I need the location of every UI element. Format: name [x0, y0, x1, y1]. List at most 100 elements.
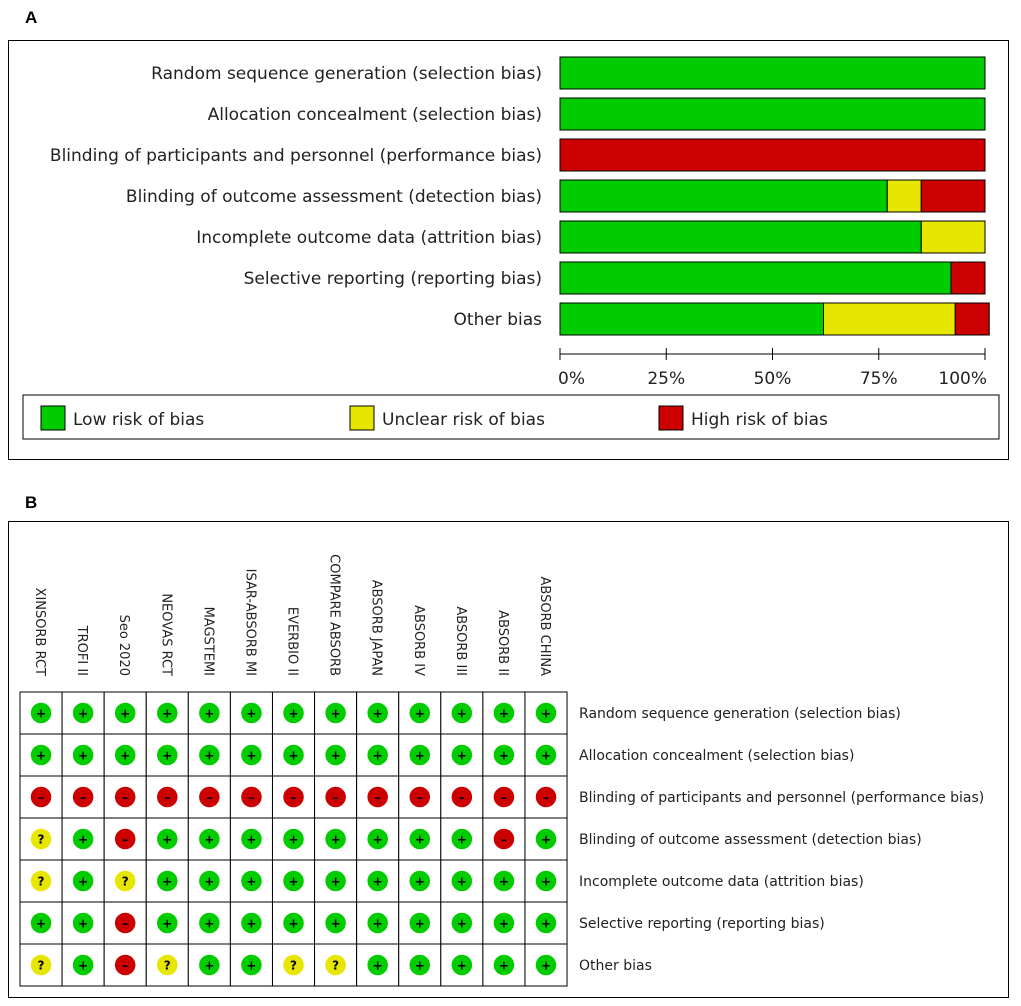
judgement-symbol: +: [246, 875, 256, 889]
judgement-symbol: +: [415, 875, 425, 889]
judgement-symbol: +: [162, 707, 172, 721]
judgement-circle: [408, 953, 432, 977]
category-label: Incomplete outcome data (attrition bias): [196, 228, 542, 248]
judgement-symbol: +: [204, 833, 214, 847]
judgement-symbol: –: [459, 791, 465, 805]
judgement-symbol: –: [206, 791, 212, 805]
grid-cell: [61, 817, 105, 861]
risk-of-bias-summary-chart: Random sequence generation (selection bi…: [8, 40, 1009, 460]
judgement-symbol: ?: [38, 875, 45, 889]
bar-segment-high: [954, 302, 990, 336]
judgement-symbol: +: [246, 917, 256, 931]
study-label: ABSORB II: [495, 610, 510, 676]
judgement-symbol: +: [246, 959, 256, 973]
judgement-symbol: ?: [332, 959, 339, 973]
judgement-circle: [239, 911, 264, 935]
judgement-circle: [29, 743, 53, 767]
judgement-symbol: +: [499, 917, 509, 931]
risk-of-bias-graph: XINSORB RCT TROFI II Seo 2020 NEOVAS RCT MAG…: [8, 521, 1009, 998]
category-label: Allocation concealment (selection bias): [208, 105, 542, 125]
category-label: Blinding of participants and personnel (…: [50, 146, 542, 166]
judgement-circle: [365, 869, 390, 893]
judgement-circle: [71, 701, 95, 725]
judgement-symbol: +: [373, 959, 383, 973]
judgement-symbol: +: [415, 707, 425, 721]
judgement-symbol: +: [36, 707, 46, 721]
judgement-circle: [450, 785, 474, 809]
judgement-symbol: +: [541, 833, 551, 847]
study-label: MAGSTEMI: [200, 607, 215, 676]
judgement-symbol: +: [541, 917, 551, 931]
study-label: ABSORB CHINA: [537, 577, 552, 677]
judgement-symbol: +: [373, 707, 383, 721]
judgement-circle: [155, 785, 180, 809]
judgement-symbol: ?: [164, 959, 171, 973]
judgement-symbol: –: [333, 791, 339, 805]
judgement-circle: [155, 701, 180, 725]
judgement-circle: [239, 827, 264, 851]
judgement-circle: [29, 953, 53, 977]
judgement-circle: [323, 869, 348, 893]
panel-a-label: A: [25, 8, 38, 27]
grid-cell: [398, 775, 442, 819]
judgement-circle: [281, 701, 306, 725]
domain-label: Selective reporting (reporting bias): [579, 916, 825, 932]
study-label: ABSORB III: [453, 606, 468, 676]
judgement-symbol: +: [288, 875, 298, 889]
study-label: COMPARE ABSORB: [327, 554, 342, 676]
judgement-circle: [408, 827, 432, 851]
judgement-symbol: –: [164, 791, 170, 805]
judgement-symbol: +: [457, 833, 467, 847]
judgement-circle: [29, 785, 53, 809]
judgement-circle: [365, 827, 390, 851]
bar-segment-low: [559, 179, 888, 213]
judgement-symbol: +: [457, 917, 467, 931]
judgement-circle: [281, 827, 306, 851]
judgement-symbol: +: [415, 833, 425, 847]
judgement-symbol: –: [80, 791, 86, 805]
x-tick-label: 25%: [647, 369, 685, 389]
legend-label: High risk of bias: [691, 410, 828, 430]
judgement-circle: [323, 785, 348, 809]
judgement-symbol: +: [415, 749, 425, 763]
judgement-circle: [113, 743, 137, 767]
judgement-symbol: +: [288, 833, 298, 847]
category-label: Other bias: [454, 310, 543, 330]
category-label: Random sequence generation (selection bi…: [151, 64, 542, 84]
judgement-circle: [492, 743, 516, 767]
bar-segment-low: [559, 302, 824, 336]
judgement-circle: [450, 701, 474, 725]
bar-segment-high: [559, 138, 986, 172]
judgement-circle: [71, 911, 95, 935]
judgement-circle: [197, 827, 222, 851]
judgement-symbol: –: [417, 791, 423, 805]
grid-cell: [440, 691, 484, 735]
panel-b-label: B: [25, 493, 38, 512]
judgement-circle: [492, 785, 516, 809]
judgement-circle: [492, 827, 516, 851]
judgement-circle: [71, 869, 95, 893]
judgement-symbol: +: [78, 917, 88, 931]
judgement-symbol: ?: [122, 875, 129, 889]
judgement-symbol: +: [331, 707, 341, 721]
bar-segment-low: [559, 220, 922, 254]
judgement-symbol: +: [541, 959, 551, 973]
judgement-circle: [239, 743, 264, 767]
domain-label: Incomplete outcome data (attrition bias): [579, 874, 864, 890]
bar-segment-unclear: [823, 302, 956, 336]
judgement-symbol: +: [246, 749, 256, 763]
judgement-circle: [534, 827, 558, 851]
judgement-symbol: –: [122, 959, 128, 973]
judgement-symbol: +: [204, 707, 214, 721]
domain-label: Allocation concealment (selection bias): [579, 748, 854, 764]
judgement-circle: [323, 743, 348, 767]
judgement-circle: [239, 701, 264, 725]
study-label: Seo 2020: [116, 615, 131, 676]
judgement-symbol: –: [375, 791, 381, 805]
judgement-circle: [239, 869, 264, 893]
legend-label: Unclear risk of bias: [382, 410, 545, 430]
judgement-circle: [281, 953, 306, 977]
grid-cell: [314, 901, 358, 945]
bar-segment-low: [559, 56, 986, 90]
bar-segment-low: [559, 97, 986, 131]
